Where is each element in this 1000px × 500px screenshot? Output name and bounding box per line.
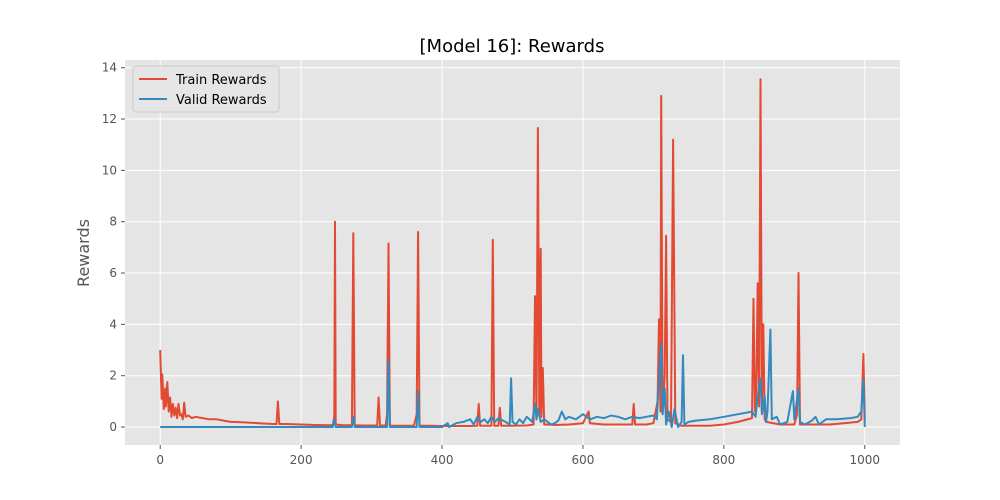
x-tick-label: 200 xyxy=(290,453,313,467)
legend-label-valid: Valid Rewards xyxy=(176,93,267,108)
x-tick-label: 0 xyxy=(156,453,164,467)
y-axis-label: Rewards xyxy=(74,219,93,287)
y-tick-label: 14 xyxy=(102,61,117,75)
x-tick-label: 400 xyxy=(431,453,454,467)
y-tick-label: 4 xyxy=(109,317,117,331)
chart-title: [Model 16]: Rewards xyxy=(420,36,605,57)
x-tick-label: 1000 xyxy=(849,453,880,467)
axis-ticks: 0 200 400 600 800 1000 0 2 4 6 8 10 12 14 xyxy=(102,61,880,467)
grid-lines xyxy=(125,60,900,445)
legend-label-train: Train Rewards xyxy=(175,73,267,88)
plot-background xyxy=(125,60,900,445)
y-tick-label: 2 xyxy=(109,369,117,383)
x-tick-label: 800 xyxy=(712,453,735,467)
x-tick-label: 600 xyxy=(572,453,595,467)
y-tick-label: 10 xyxy=(102,163,117,177)
series-line-valid-rewards xyxy=(160,328,866,428)
y-tick-label: 6 xyxy=(109,266,117,280)
y-tick-label: 0 xyxy=(109,420,117,434)
y-tick-label: 12 xyxy=(102,112,117,126)
series-lines xyxy=(159,78,866,428)
y-tick-label: 8 xyxy=(109,215,117,229)
legend: Train Rewards Valid Rewards xyxy=(132,65,280,113)
series-line-train-rewards xyxy=(159,78,866,427)
legend-box xyxy=(132,65,280,113)
